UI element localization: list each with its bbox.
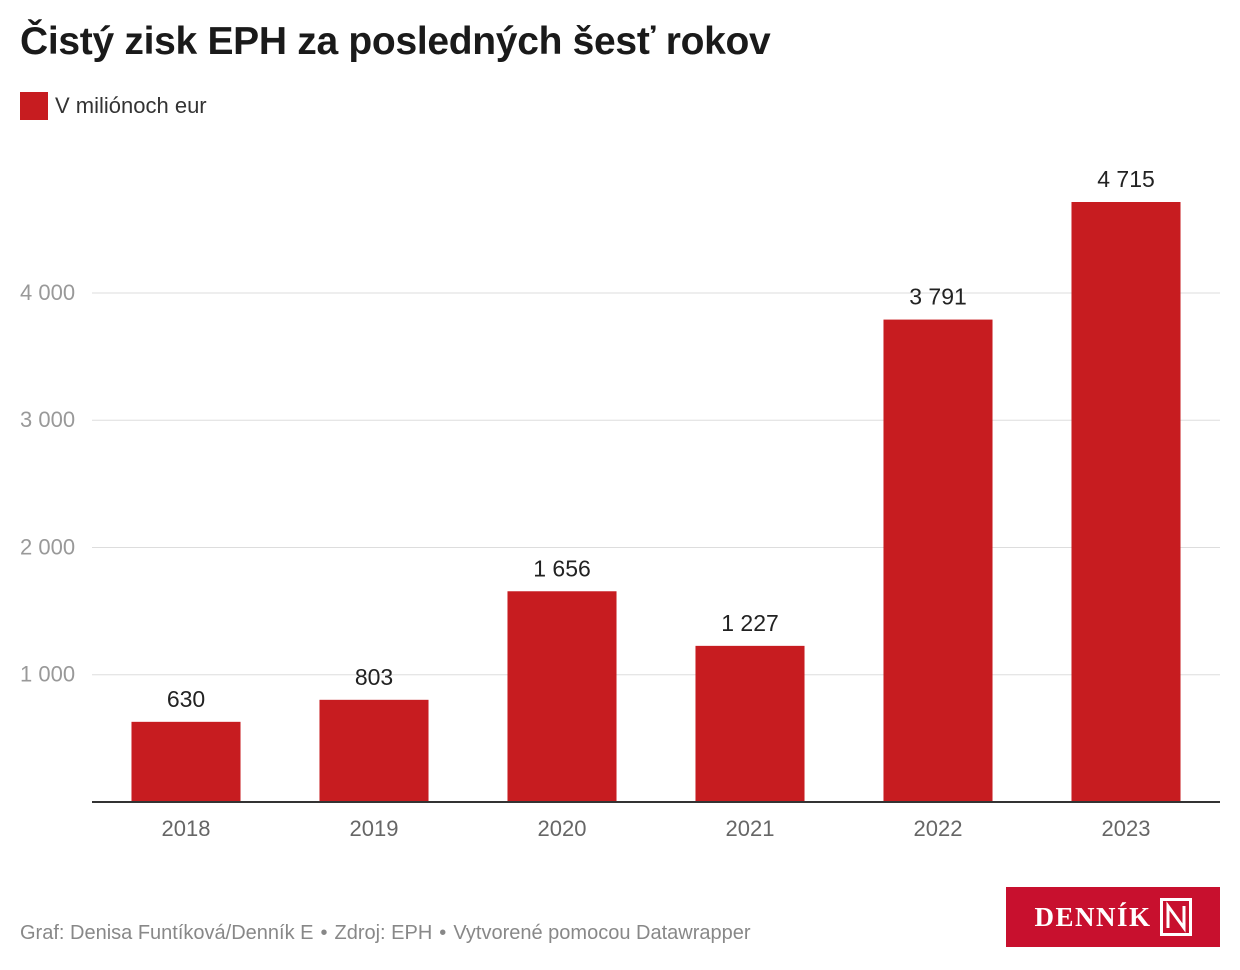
footer-separator: • xyxy=(439,922,447,944)
bar xyxy=(319,699,429,802)
bar xyxy=(695,645,805,802)
chart-title: Čistý zisk EPH za posledných šesť rokov xyxy=(20,20,771,63)
y-tick-label: 4 000 xyxy=(20,280,75,305)
x-tick-label: 2019 xyxy=(350,816,399,841)
bar-value-label: 4 715 xyxy=(1097,166,1155,192)
y-tick-label: 2 000 xyxy=(20,534,75,559)
footer-separator: • xyxy=(320,922,328,944)
bar xyxy=(507,591,617,802)
x-tick-label: 2022 xyxy=(914,816,963,841)
bar-value-label: 1 227 xyxy=(721,610,779,636)
legend-swatch xyxy=(20,92,48,120)
y-tick-label: 3 000 xyxy=(20,407,75,432)
footer-author: Graf: Denisa Funtíková/Denník E xyxy=(20,922,314,944)
brand-name: DENNÍK xyxy=(1034,901,1152,932)
bar xyxy=(131,721,241,802)
bar-value-label: 630 xyxy=(167,686,205,712)
x-tick-label: 2020 xyxy=(538,816,587,841)
bar-value-label: 803 xyxy=(355,664,393,690)
footer-source: Zdroj: EPH xyxy=(334,922,433,944)
brand-n-icon xyxy=(1159,898,1192,936)
legend-label: V miliónoch eur xyxy=(55,93,207,118)
bar-value-label: 3 791 xyxy=(909,284,967,310)
footer-tool: Vytvorené pomocou Datawrapper xyxy=(453,922,751,944)
x-tick-label: 2023 xyxy=(1102,816,1151,841)
bar xyxy=(883,319,993,802)
bar-value-label: 1 656 xyxy=(533,555,591,581)
y-tick-label: 1 000 xyxy=(20,662,75,687)
bar xyxy=(1071,202,1181,802)
x-tick-label: 2018 xyxy=(162,816,211,841)
footer: Graf: Denisa Funtíková/Denník E • Zdroj: E… xyxy=(20,922,751,945)
brand-logo[interactable]: DENNÍK xyxy=(1006,887,1220,947)
legend: V miliónoch eur xyxy=(20,92,207,120)
bar-chart: 1 000 2 000 3 000 4 000 630 2018 803 2019 1 656 2… xyxy=(20,166,1220,841)
x-tick-label: 2021 xyxy=(726,816,775,841)
